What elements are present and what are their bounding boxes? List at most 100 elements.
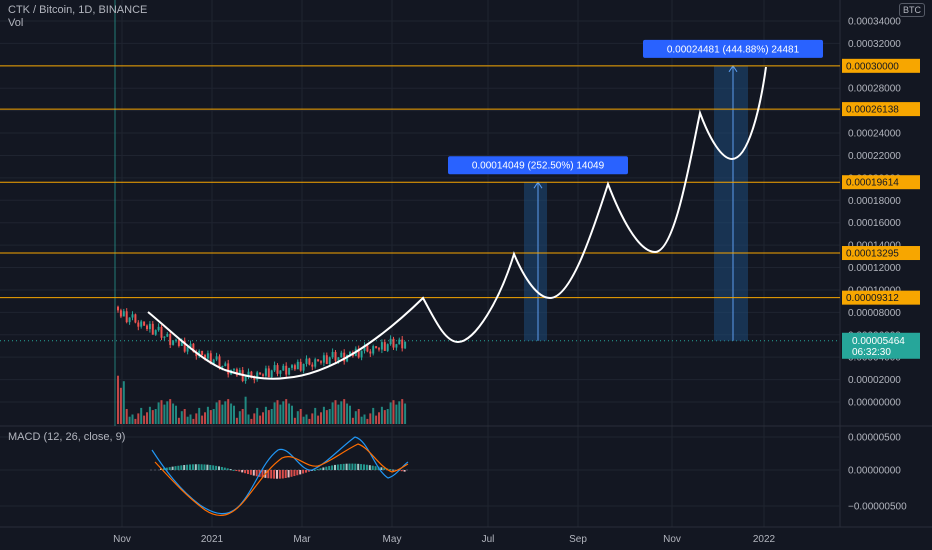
volume-bar [343,399,346,424]
level-price-badge [842,102,920,117]
price-tick-label: 0.00008000 [848,308,901,319]
candle-body [288,367,291,375]
candle-body [389,338,392,345]
volume-bar [267,410,270,424]
currency-badge[interactable]: BTC [899,3,925,17]
candle-body [206,353,209,359]
candle-body [360,350,363,358]
macd-histogram-bar [191,464,194,470]
volume-bar [366,418,369,424]
chart-title[interactable]: CTK / Bitcoin, 1D, BINANCE [8,4,148,16]
volume-bar [177,417,180,424]
candle-body [282,365,285,371]
volume-bar [288,403,291,424]
candle-body [325,355,328,365]
volume-bar [166,401,169,424]
macd-histogram-bar [238,470,241,472]
macd-histogram-bar [374,466,377,470]
volume-bar [389,402,392,424]
macd-histogram-bar [287,470,290,478]
volume-bar [317,415,320,424]
volume-bar [172,403,175,424]
level-price-badge [842,246,920,261]
volume-bar [279,404,282,424]
macd-label[interactable]: MACD (12, 26, close, 9) [8,431,126,443]
volume-bar [154,409,157,424]
candle-body [209,353,212,365]
macd-histogram-bar [226,468,229,470]
macd-histogram-bar [180,465,183,470]
volume-label[interactable]: Vol [8,17,24,29]
volume-bar [148,406,151,424]
candle-body [198,350,201,357]
macd-histogram-bar [162,468,165,470]
macd-histogram-bar [354,463,357,470]
candle-body [273,365,276,371]
candle-body [259,372,262,375]
macd-histogram-bar [212,465,215,470]
measure-label-box[interactable] [643,39,823,58]
volume-bar [293,417,296,424]
macd-histogram-bar [249,470,252,475]
macd-histogram-bar [313,469,316,471]
projection-curve[interactable] [147,66,767,380]
volume-bar [233,405,235,424]
candle-body [398,339,401,345]
volume-bar [238,411,241,424]
candle-body [244,376,247,382]
volume-bar [328,409,331,424]
level-price-label: 0.00026138 [846,105,899,116]
volume-bar [128,416,131,424]
volume-bar [230,403,233,424]
volume-bar [169,399,172,424]
volume-bar [143,415,146,424]
volume-bar [372,407,375,424]
candle-body [308,358,311,365]
volume-bar [192,418,195,424]
volume-bar [308,418,311,424]
candle-body [311,364,314,367]
candle-body [122,311,125,317]
volume-bar [180,411,183,424]
macd-histogram-bar [165,467,168,470]
volume-bar [383,410,386,424]
candle-body [291,365,293,368]
candle-body [279,370,282,374]
volume-bar [305,414,308,424]
volume-bar [189,414,192,424]
candle-body [404,341,407,349]
candle-body [143,321,146,326]
macd-histogram-bar [278,470,281,479]
candle-body [334,351,337,361]
macd-tick-label: 0.00000000 [848,466,901,477]
price-tick-label: 0.00002000 [848,375,901,386]
candle-body [380,342,383,350]
volume-bar [296,411,299,424]
macd-histogram-bar [331,465,334,470]
volume-bar [351,417,354,424]
time-tick-label: May [383,534,402,545]
candle-body [270,370,273,378]
macd-histogram-bar [351,463,354,470]
volume-bar [125,409,128,424]
measure-range-box[interactable] [524,182,547,341]
candle-body [134,314,137,323]
macd-tick-label: 0.00000500 [848,433,901,444]
candle-body [154,330,157,335]
measure-range-box[interactable] [714,65,748,341]
macd-histogram-bar [334,464,336,470]
measure-label-box[interactable] [448,156,628,175]
macd-histogram-bar [389,469,392,471]
candle-body [401,339,404,349]
volume-bar [134,418,137,424]
time-tick-label: Mar [293,534,311,545]
macd-histogram-bar [322,467,325,470]
candle-body [320,361,322,363]
volume-bar [354,411,357,424]
candle-body [253,377,256,380]
price-tick-label: 0.00024000 [848,129,901,140]
candle-body [140,321,143,327]
candle-body [331,351,334,358]
